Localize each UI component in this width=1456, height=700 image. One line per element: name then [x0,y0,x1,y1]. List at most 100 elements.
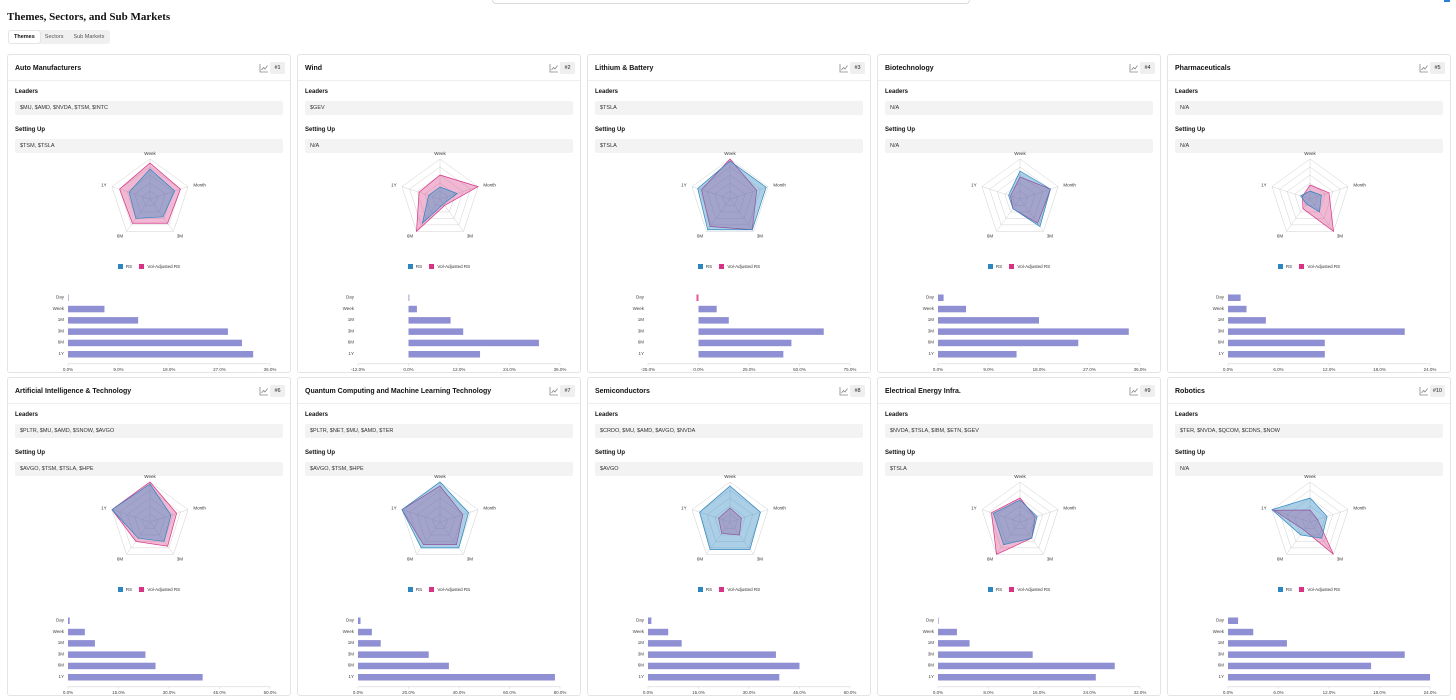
x-tick-label: 12.0% [1323,367,1336,371]
bar-day[interactable] [938,294,944,302]
bar-day[interactable] [938,617,939,625]
bar-3m[interactable] [358,651,429,658]
bar-1y[interactable] [698,351,784,358]
bar-day[interactable] [68,294,69,302]
legend-rs[interactable]: RS [1277,264,1292,270]
legend-vol-adjusted[interactable]: Vol-Adjusted RS [719,264,760,270]
legend-rs[interactable]: RS [407,587,422,593]
bar-week[interactable] [68,305,105,313]
tab-sub-markets[interactable]: Sub Markets [73,34,105,40]
legend-rs[interactable]: RS [117,264,132,270]
chart-icon[interactable] [549,63,559,73]
bar-1y[interactable] [648,674,780,681]
bar-day[interactable] [696,294,699,302]
legend-vol-adjusted[interactable]: Vol-Adjusted RS [1009,264,1050,270]
bar-week[interactable] [408,305,417,313]
bar-1m[interactable] [68,640,95,647]
chart-icon[interactable] [839,63,849,73]
bar-week[interactable] [648,628,669,636]
tab-sectors[interactable]: Sectors [44,34,64,40]
bar-3m[interactable] [938,651,1033,658]
chart-icon[interactable] [1419,386,1429,396]
bar-1m[interactable] [648,640,682,647]
bar-day[interactable] [408,294,410,302]
legend-rs[interactable]: RS [987,264,1002,270]
chart-icon[interactable] [549,386,559,396]
x-tick-label: 18.0% [1373,690,1386,694]
bar-day[interactable] [1228,617,1239,625]
bar-6m[interactable] [358,662,449,670]
bar-period-label-3m: 3M [928,328,935,333]
chart-icon[interactable] [259,63,269,73]
bar-day[interactable] [1228,294,1241,302]
legend-vol-adjusted[interactable]: Vol-Adjusted RS [139,264,180,270]
bar-1m[interactable] [938,640,970,647]
chart-icon[interactable] [1129,63,1139,73]
legend-rs[interactable]: RS [117,587,132,593]
legend-vol-adjusted[interactable]: Vol-Adjusted RS [139,587,180,593]
legend-rs[interactable]: RS [987,587,1002,593]
bar-3m[interactable] [938,328,1129,335]
tab-themes[interactable]: Themes [9,31,40,43]
bar-6m[interactable] [68,662,156,670]
legend-vol-adjusted[interactable]: Vol-Adjusted RS [1299,264,1340,270]
legend-vol-adjusted[interactable]: Vol-Adjusted RS [429,587,470,593]
bar-1m[interactable] [408,317,451,324]
bar-6m[interactable] [1228,662,1372,670]
bar-week[interactable] [938,628,957,636]
radar-grid-ring-1 [142,513,158,529]
bar-6m[interactable] [648,662,800,670]
legend-vol-adjusted[interactable]: Vol-Adjusted RS [1299,587,1340,593]
bar-3m[interactable] [68,328,228,335]
bar-1y[interactable] [408,351,481,358]
leaders-value: $PLTR, $MU, $AMD, $SNOW, $AVGO [15,424,283,438]
bar-1m[interactable] [1228,317,1266,324]
bar-3m[interactable] [408,328,464,335]
legend-rs[interactable]: RS [697,264,712,270]
legend-rs[interactable]: RS [407,264,422,270]
bar-1m[interactable] [1228,640,1287,647]
bar-3m[interactable] [648,651,776,658]
bar-3m[interactable] [698,328,824,335]
bar-1m[interactable] [938,317,1039,324]
radar-grid-ring-1 [722,513,738,529]
bar-1m[interactable] [358,640,381,647]
legend-vol-adjusted[interactable]: Vol-Adjusted RS [429,264,470,270]
bar-week[interactable] [1228,305,1247,313]
bar-day[interactable] [358,617,361,625]
chart-icon[interactable] [1129,386,1139,396]
bar-week[interactable] [68,628,85,636]
bar-6m[interactable] [68,339,242,347]
bar-1y[interactable] [358,674,555,681]
bar-week[interactable] [938,305,967,313]
bar-week[interactable] [358,628,372,636]
legend-vol-adjusted[interactable]: Vol-Adjusted RS [719,587,760,593]
bar-1y[interactable] [938,674,1096,681]
bar-1y[interactable] [1228,351,1325,358]
bar-1m[interactable] [698,317,729,324]
bar-week[interactable] [1228,628,1254,636]
bar-1y[interactable] [68,351,254,358]
bar-3m[interactable] [1228,651,1405,658]
bar-1m[interactable] [68,317,139,324]
global-search-bar[interactable] [492,0,970,4]
bar-6m[interactable] [938,662,1115,670]
bar-6m[interactable] [938,339,1079,347]
legend-rs[interactable]: RS [697,587,712,593]
chart-icon[interactable] [1419,63,1429,73]
bar-3m[interactable] [1228,328,1405,335]
bar-day[interactable] [648,617,652,625]
bar-1y[interactable] [68,674,203,681]
bar-1y[interactable] [1228,674,1430,681]
bar-1y[interactable] [938,351,1017,358]
bar-6m[interactable] [698,339,792,347]
bar-3m[interactable] [68,651,146,658]
chart-icon[interactable] [259,386,269,396]
chart-icon[interactable] [839,386,849,396]
bar-day[interactable] [68,617,70,625]
bar-week[interactable] [698,305,717,313]
legend-vol-adjusted[interactable]: Vol-Adjusted RS [1009,587,1050,593]
legend-rs[interactable]: RS [1277,587,1292,593]
bar-6m[interactable] [408,339,539,347]
bar-6m[interactable] [1228,339,1325,347]
